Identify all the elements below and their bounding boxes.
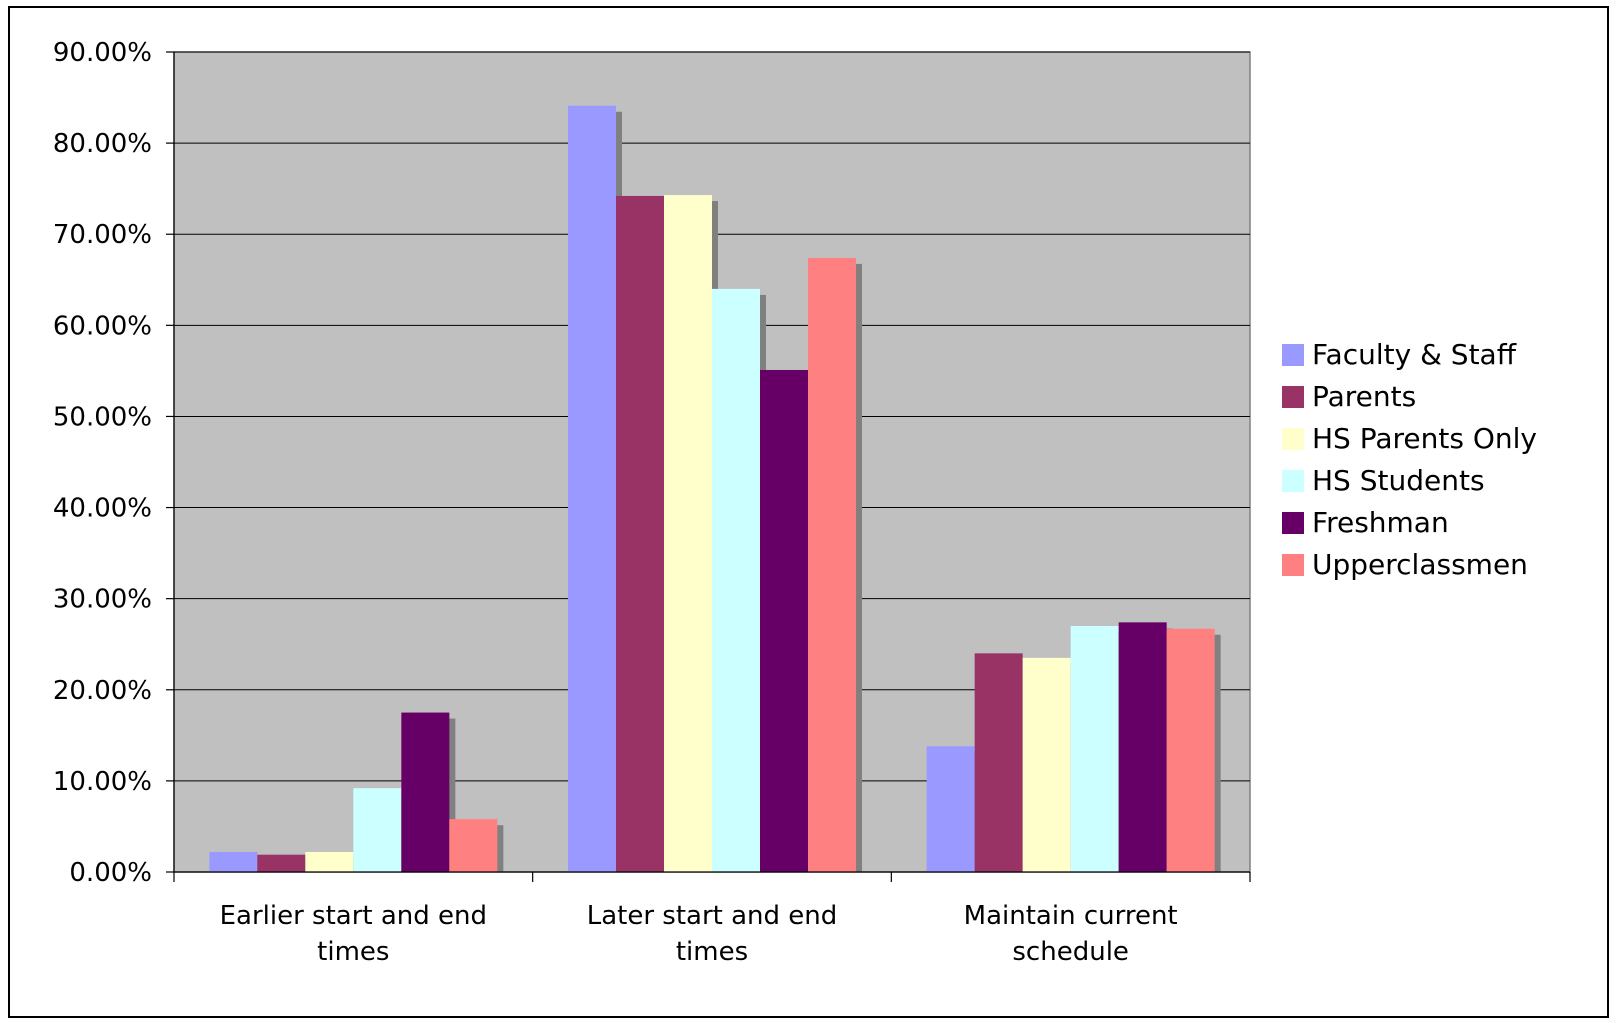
x-axis-tick-labels: Earlier start and end times Later start an… [220, 901, 1178, 967]
bar-chart: 0.00% 10.00% 20.00% 30.00% 40.00% 50.00% 60.00… [53, 38, 1537, 967]
bar [664, 195, 712, 873]
x-tick-label: Maintain current [964, 901, 1178, 931]
legend-swatch [1282, 386, 1304, 408]
y-tick-label: 80.00% [53, 129, 152, 159]
legend-swatch [1282, 554, 1304, 576]
legend-label: Freshman [1312, 506, 1449, 539]
y-tick-label: 60.00% [53, 311, 152, 341]
legend: Faculty & Staff Parents HS Parents Only HS … [1282, 338, 1537, 581]
chart-frame: 0.00% 10.00% 20.00% 30.00% 40.00% 50.00% 60.00… [8, 6, 1609, 1018]
x-tick-label: times [317, 937, 389, 967]
legend-label: HS Parents Only [1312, 422, 1537, 455]
axes [166, 51, 1251, 882]
x-tick-label: Later start and end [587, 901, 838, 931]
bar [305, 851, 354, 872]
y-axis-tick-labels: 0.00% 10.00% 20.00% 30.00% 40.00% 50.00% 60.00… [53, 38, 152, 888]
y-tick-label: 20.00% [53, 676, 152, 706]
bar [616, 195, 664, 872]
bar [353, 788, 402, 872]
y-tick-label: 0.00% [69, 858, 152, 888]
legend-label: Upperclassmen [1312, 548, 1528, 581]
bar [974, 653, 1023, 872]
legend-label: HS Students [1312, 464, 1485, 497]
y-tick-label: 30.00% [53, 585, 152, 615]
bar [1118, 622, 1167, 872]
legend-label: Faculty & Staff [1312, 338, 1517, 371]
bar [1022, 657, 1071, 872]
bar [1070, 626, 1119, 872]
bar [808, 257, 856, 872]
bar [760, 369, 808, 872]
bar [401, 712, 450, 872]
y-tick-label: 10.00% [53, 767, 152, 797]
legend-swatch [1282, 512, 1304, 534]
y-tick-label: 50.00% [53, 402, 152, 432]
x-tick-label: schedule [1012, 937, 1129, 967]
legend-label: Parents [1312, 380, 1416, 413]
bar [712, 288, 760, 872]
x-tick-label: Earlier start and end [220, 901, 487, 931]
bar [926, 746, 975, 872]
x-tick-label: times [676, 937, 748, 967]
bar [257, 854, 306, 872]
legend-swatch [1282, 428, 1304, 450]
y-tick-label: 70.00% [53, 220, 152, 250]
bar [568, 105, 616, 872]
bar [449, 819, 498, 872]
bar [1166, 628, 1215, 872]
bar [209, 851, 258, 872]
y-tick-label: 90.00% [53, 38, 152, 68]
y-tick-label: 40.00% [53, 494, 152, 524]
legend-swatch [1282, 470, 1304, 492]
legend-swatch [1282, 344, 1304, 366]
bars [209, 105, 1221, 873]
